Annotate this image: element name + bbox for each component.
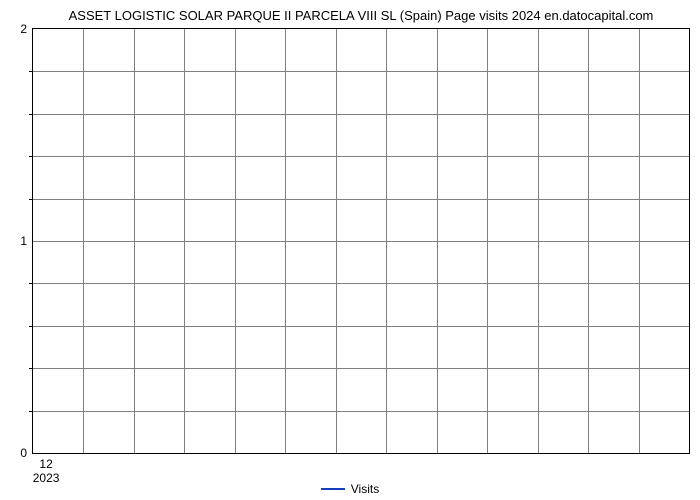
- y-minor-tick: [29, 283, 33, 284]
- y-minor-tick: [29, 368, 33, 369]
- grid-h: [33, 199, 689, 200]
- x-tick-label: 12: [39, 457, 52, 471]
- y-minor-tick: [29, 71, 33, 72]
- legend-line: [321, 488, 345, 490]
- y-minor-tick: [29, 114, 33, 115]
- grid-h: [33, 241, 689, 242]
- grid-h: [33, 411, 689, 412]
- y-minor-tick: [29, 156, 33, 157]
- grid-h: [33, 71, 689, 72]
- y-tick-label: 0: [20, 446, 27, 460]
- y-tick-label: 1: [20, 234, 27, 248]
- legend: Visits: [0, 482, 700, 496]
- y-minor-tick: [29, 411, 33, 412]
- y-minor-tick: [29, 326, 33, 327]
- y-minor-tick: [29, 199, 33, 200]
- grid-h: [33, 283, 689, 284]
- y-tick-label: 2: [20, 22, 27, 36]
- grid-h: [33, 326, 689, 327]
- plot-area: 2 1 0 12 2023: [32, 28, 690, 454]
- grid-h: [33, 156, 689, 157]
- grid-h: [33, 368, 689, 369]
- legend-label: Visits: [351, 482, 379, 496]
- grid-h: [33, 114, 689, 115]
- chart-title: ASSET LOGISTIC SOLAR PARQUE II PARCELA V…: [32, 8, 690, 23]
- chart-container: ASSET LOGISTIC SOLAR PARQUE II PARCELA V…: [32, 8, 690, 454]
